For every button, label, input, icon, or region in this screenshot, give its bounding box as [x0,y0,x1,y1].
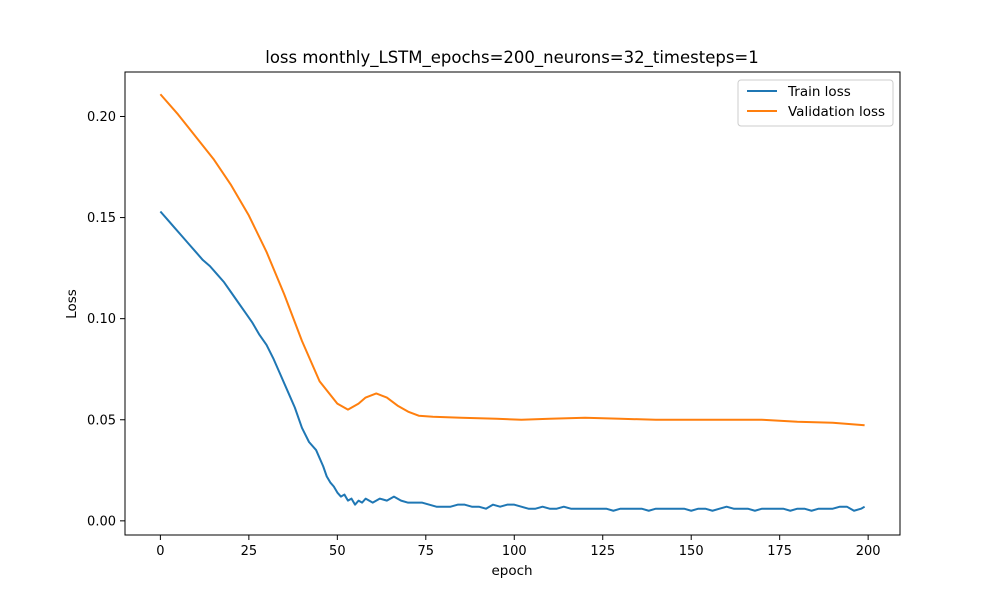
y-tick-label: 0.05 [87,413,116,428]
plot-frame [124,71,901,536]
x-tick-label: 125 [590,544,615,559]
x-axis: 0 25 50 75 100 125 150 175 200 [156,535,881,559]
x-tick-label: 0 [156,544,164,559]
plot-area [124,71,901,536]
x-tick-label: 200 [856,544,881,559]
y-tick-label: 0.15 [87,211,116,226]
x-tick-label: 25 [241,544,258,559]
x-tick-label: 150 [679,544,704,559]
y-tick-label: 0.20 [87,110,116,125]
y-axis-label: Loss [64,289,80,319]
legend-label-validation-loss: Validation loss [788,104,885,120]
x-tick-label: 175 [767,544,792,559]
y-tick-label: 0.10 [87,312,116,327]
y-axis: 0.00 0.05 0.10 0.15 0.20 [87,110,125,529]
legend: Train loss Validation loss [737,79,894,127]
x-tick-label: 100 [502,544,527,559]
y-tick-label: 0.00 [87,514,116,529]
series-line-validation-loss [159,93,865,427]
x-tick-label: 50 [329,544,346,559]
x-axis-label: epoch [491,563,532,579]
series-line-train-loss [159,210,866,512]
legend-label-train-loss: Train loss [787,84,851,100]
chart-title: loss monthly_LSTM_epochs=200_neurons=32_… [265,48,759,68]
x-tick-label: 75 [418,544,435,559]
series-layer [159,93,866,512]
